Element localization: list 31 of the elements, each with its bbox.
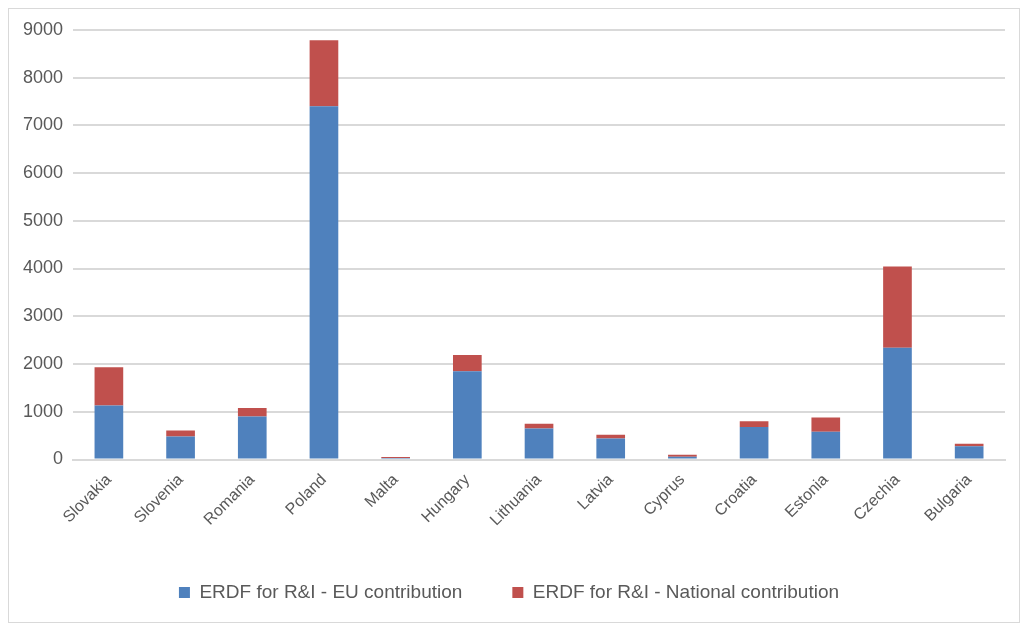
bar [453, 371, 482, 459]
y-tick-label: 1000 [23, 400, 64, 421]
bar [739, 421, 769, 428]
bar [309, 40, 339, 107]
bar [237, 416, 267, 459]
bar [811, 431, 841, 459]
y-tick-label: 8000 [23, 66, 64, 87]
bar [309, 106, 339, 459]
y-tick-label: 7000 [23, 114, 64, 135]
y-tick-label: 3000 [23, 305, 64, 326]
y-tick-label: 0 [53, 448, 64, 469]
bar [883, 266, 912, 348]
y-tick-label: 4000 [23, 257, 64, 278]
bar [237, 407, 267, 417]
y-tick-label: 6000 [23, 162, 64, 182]
bar [166, 430, 195, 437]
bar [739, 427, 769, 459]
legend-label: ERDF for R&I - National contribution [532, 580, 840, 602]
legend-label: ERDF for R&I - EU contribution [199, 580, 463, 602]
bar [954, 446, 984, 459]
y-tick-label: 9000 [23, 18, 64, 39]
bar [94, 405, 124, 459]
bar [811, 417, 841, 432]
bar [596, 438, 626, 459]
bar [883, 347, 912, 459]
bar [166, 436, 195, 459]
y-tick-label: 2000 [23, 352, 64, 373]
bar [94, 367, 124, 406]
y-tick-label: 5000 [23, 209, 64, 230]
bar [453, 354, 482, 372]
bar [524, 428, 554, 459]
